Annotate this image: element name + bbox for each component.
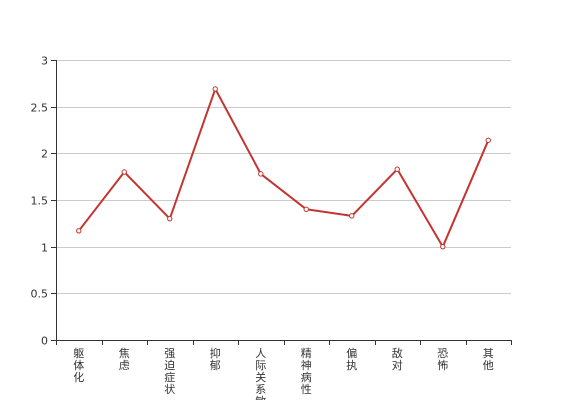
data-point[interactable]	[485, 137, 491, 143]
series-line	[78, 87, 490, 248]
x-tick-label: 敌对	[392, 346, 403, 372]
data-point[interactable]	[167, 215, 173, 222]
x-tick-label: 恐怖	[437, 347, 448, 372]
x-tick-label: 躯体化	[73, 347, 84, 384]
data-point[interactable]	[349, 213, 355, 219]
data-point[interactable]	[76, 228, 82, 234]
x-tick-labels: 躯体化 焦虑 强迫症状 抑郁 人际关系敏感 精神病性 偏执 敌对 恐怖 其他	[73, 346, 494, 400]
data-point[interactable]	[440, 243, 446, 250]
y-tick-labels: 0 0.5 1 1.5 2 2.5 3	[31, 55, 49, 348]
series-line-path	[78, 87, 490, 248]
data-point[interactable]	[121, 169, 127, 175]
y-tick-label: 1	[41, 242, 48, 255]
data-point[interactable]	[212, 86, 218, 92]
data-point[interactable]	[303, 206, 309, 213]
y-tick-label: 0	[41, 335, 48, 348]
y-tick-label: 1.5	[31, 195, 49, 208]
x-tick-label: 精神病性	[301, 347, 312, 396]
y-tick-label: 0.5	[31, 288, 49, 301]
x-tick-label: 焦虑	[119, 347, 130, 372]
axes	[51, 60, 512, 345]
x-tick-label: 偏执	[346, 346, 357, 372]
x-tick-label: 人际关系敏感	[255, 347, 266, 400]
x-tick-label: 强迫症状	[164, 347, 175, 396]
y-tick-label: 3	[41, 55, 48, 68]
x-tick-label: 其他	[483, 347, 494, 372]
grid-lines	[56, 60, 511, 294]
data-point[interactable]	[258, 171, 264, 177]
y-tick-label: 2.5	[31, 102, 49, 115]
data-point[interactable]	[394, 166, 400, 172]
x-tick-label: 抑郁	[210, 346, 221, 372]
y-tick-label: 2	[41, 148, 48, 161]
data-points	[76, 86, 491, 250]
